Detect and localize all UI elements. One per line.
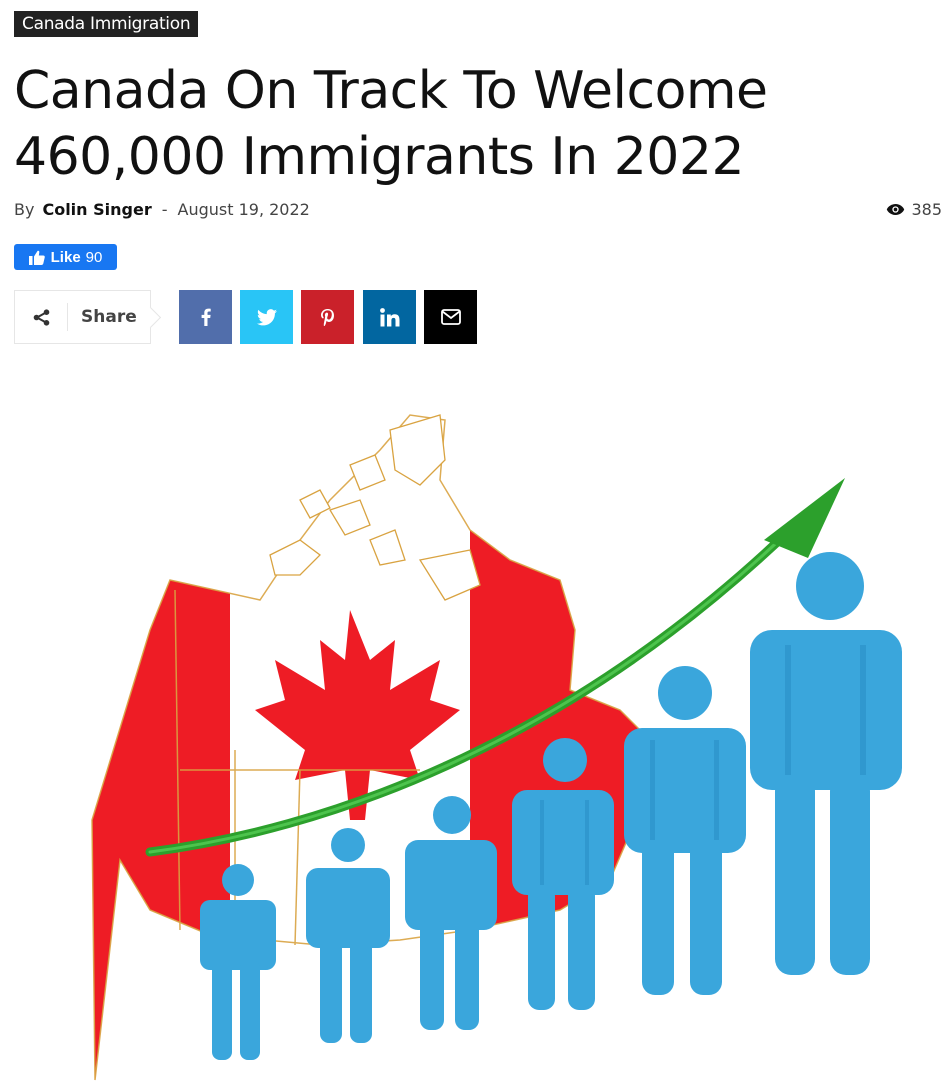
like-label: Like	[50, 248, 81, 266]
share-label-box[interactable]: Share	[14, 290, 151, 344]
figure-3	[405, 796, 497, 1030]
people-figures	[200, 552, 902, 1060]
figure-2	[306, 828, 390, 1043]
linkedin-icon	[379, 307, 399, 326]
mail-icon	[440, 309, 461, 325]
share-icon	[33, 308, 49, 326]
by-label: By	[14, 200, 35, 219]
view-count: 385	[886, 200, 942, 219]
publish-date: August 19, 2022	[177, 200, 310, 219]
figure-4	[512, 738, 614, 1010]
twitter-icon	[256, 308, 277, 325]
like-count: 90	[85, 248, 103, 266]
thumbs-up-icon	[28, 250, 45, 265]
meta-separator: -	[161, 200, 168, 219]
share-twitter-button[interactable]	[240, 290, 293, 344]
share-label: Share	[81, 307, 137, 327]
category-tag[interactable]: Canada Immigration	[14, 11, 199, 37]
share-divider	[67, 303, 68, 331]
facebook-like-button[interactable]: Like 90	[14, 244, 117, 270]
figure-1	[200, 864, 276, 1060]
facebook-icon	[201, 308, 211, 326]
growth-arrow	[145, 478, 845, 857]
arctic-islands	[269, 414, 481, 601]
author-link[interactable]: Colin Singer	[42, 200, 152, 219]
share-pinterest-button[interactable]	[301, 290, 354, 344]
share-email-button[interactable]	[424, 290, 477, 344]
article-meta: By Colin Singer - August 19, 2022	[14, 200, 310, 219]
view-count-value: 385	[911, 200, 942, 219]
pinterest-icon	[321, 308, 334, 326]
eye-icon	[887, 203, 905, 216]
share-icon-wrap	[15, 308, 67, 326]
hero-illustration	[91, 414, 902, 1081]
figure-6	[750, 552, 902, 975]
share-linkedin-button[interactable]	[363, 290, 416, 344]
article-title: Canada On Track To Welcome 460,000 Immig…	[14, 61, 768, 187]
figure-shading	[540, 645, 866, 885]
share-facebook-button[interactable]	[179, 290, 232, 344]
figure-5	[624, 666, 746, 995]
